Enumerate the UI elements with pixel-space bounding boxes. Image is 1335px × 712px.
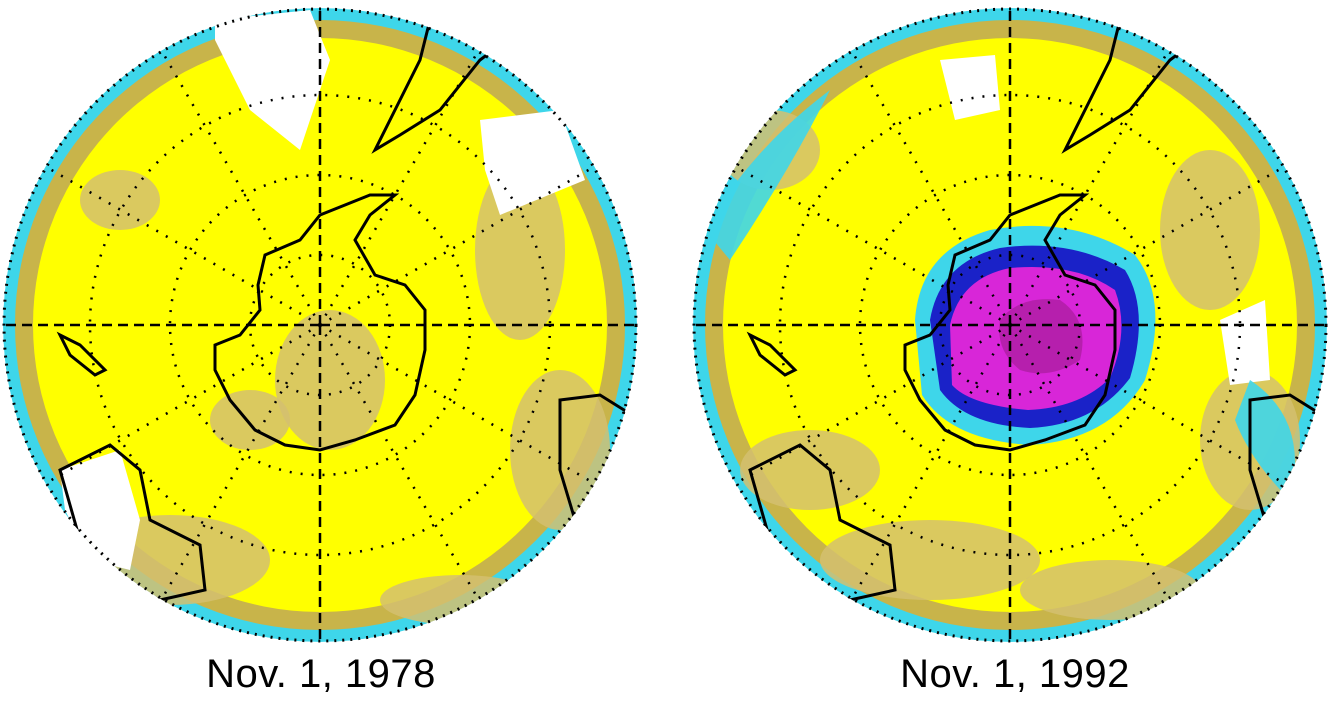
longitude-line — [1009, 323, 1286, 485]
ozone-hole-core — [999, 299, 1083, 374]
new-zealand-coastline — [746, 331, 798, 377]
map-caption-1978: Nov. 1, 1978 — [206, 652, 436, 696]
ozone-patch-moderate — [1020, 560, 1200, 620]
ozone-patch-moderate — [80, 170, 160, 230]
antarctica-coastline — [213, 193, 427, 452]
map-surface — [3, 8, 637, 642]
longitude-line — [850, 324, 1012, 601]
ozone-patch-moderate — [380, 575, 540, 625]
longitude-line — [160, 49, 322, 326]
longitude-line — [1008, 324, 1170, 601]
longitude-line — [734, 323, 1011, 485]
map-panel-1992: Nov. 1, 1992 — [690, 0, 1335, 712]
longitude-line — [44, 165, 321, 327]
ozone-patch-moderate — [1160, 150, 1260, 310]
longitude-line — [160, 324, 322, 601]
no-data-patch — [1220, 300, 1270, 385]
longitude-line — [319, 323, 596, 485]
map-rim — [2, 7, 638, 643]
no-data-patch — [215, 10, 330, 150]
no-data-patch — [940, 55, 1000, 120]
longitude-line — [319, 165, 596, 327]
longitude-line — [1009, 165, 1286, 327]
new-zealand-coastline — [56, 331, 108, 377]
map-caption-1992: Nov. 1, 1992 — [900, 652, 1130, 696]
ozone-patch-moderate — [210, 390, 290, 450]
longitude-line — [318, 324, 480, 601]
map-rim — [692, 7, 1328, 643]
longitude-line — [44, 323, 321, 485]
ozone-patch-moderate — [820, 520, 1040, 600]
longitude-line — [318, 49, 480, 326]
map-surface — [693, 8, 1327, 642]
longitude-line — [734, 165, 1011, 327]
polar-map-1992 — [692, 7, 1328, 643]
ozone-band-cyan — [705, 90, 830, 260]
antarctica-coastline — [903, 193, 1117, 452]
map-panel-1978: Nov. 1, 1978 — [0, 0, 650, 712]
polar-map-1978 — [2, 7, 638, 643]
ozone-patch-moderate — [275, 310, 385, 450]
ozone-patch-moderate — [740, 430, 880, 510]
longitude-line — [1008, 49, 1170, 326]
longitude-line — [850, 49, 1012, 326]
